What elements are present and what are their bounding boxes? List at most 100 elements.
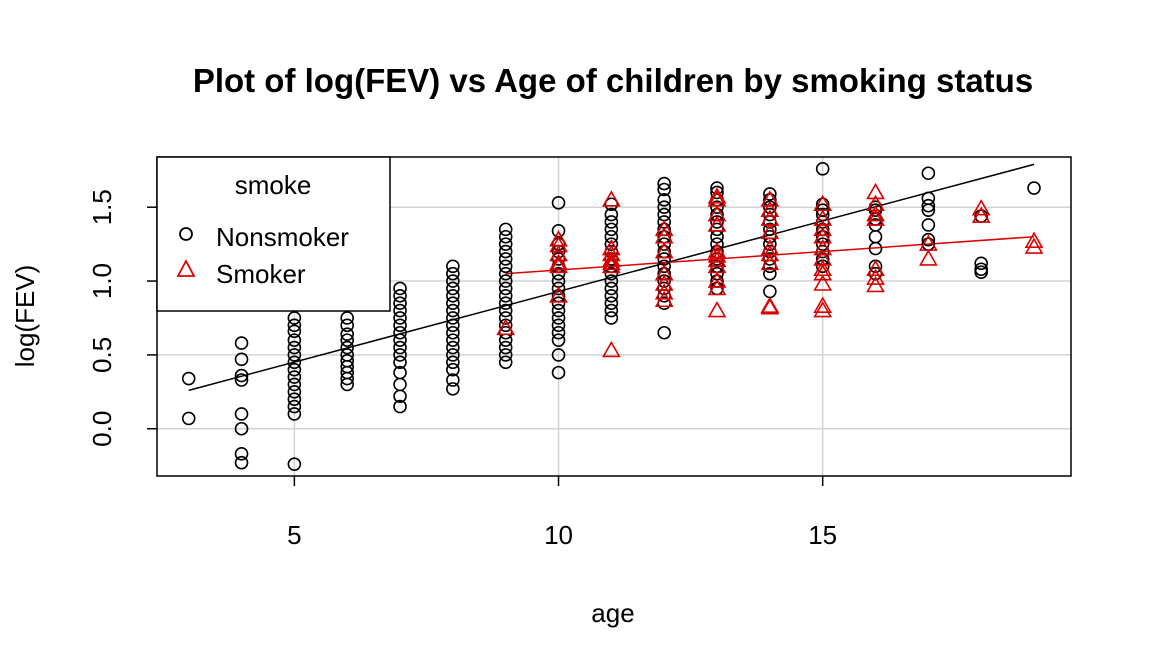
point-nonsmoker-114	[604, 266, 619, 281]
point-smoker-19	[654, 283, 674, 300]
point-smoker-20	[654, 290, 674, 308]
point-nonsmoker-145	[710, 222, 724, 237]
point-smoker-38	[760, 253, 780, 271]
point-nonsmoker-8	[234, 447, 249, 461]
point-smoker-12	[601, 256, 621, 274]
point-nonsmoker-69	[498, 229, 513, 244]
point-nonsmoker-49	[393, 389, 407, 404]
point-nonsmoker-42	[393, 325, 407, 340]
point-nonsmoker-135	[657, 281, 671, 296]
point-nonsmoker-66	[446, 373, 460, 387]
point-nonsmoker-106	[604, 207, 619, 222]
point-nonsmoker-64	[446, 355, 460, 370]
point-nonsmoker-101	[551, 325, 566, 340]
legend-label-nonsmoker: Nonsmoker	[216, 222, 349, 252]
point-smoker-35	[760, 222, 780, 240]
point-nonsmoker-68	[498, 222, 513, 237]
point-nonsmoker-86	[498, 355, 513, 370]
legend-box	[156, 156, 391, 312]
point-nonsmoker-19	[287, 377, 302, 392]
point-nonsmoker-189	[921, 203, 936, 217]
legend-triangle-marker	[176, 259, 196, 277]
point-smoker-37	[760, 244, 780, 262]
point-nonsmoker-18	[287, 370, 302, 384]
point-nonsmoker-93	[551, 266, 566, 281]
point-smoker-40	[760, 298, 780, 315]
point-nonsmoker-95	[551, 281, 566, 296]
point-nonsmoker-58	[446, 311, 460, 325]
point-nonsmoker-65	[446, 362, 460, 377]
point-nonsmoker-85	[498, 348, 513, 362]
point-nonsmoker-54	[446, 281, 460, 296]
point-smoker-32	[760, 190, 780, 207]
point-smoker-24	[707, 215, 727, 232]
legend-label-smoker: Smoker	[216, 259, 306, 289]
point-nonsmoker-0	[181, 371, 196, 386]
y-tick-label-2: 1.0	[87, 263, 117, 299]
point-nonsmoker-147	[710, 237, 724, 251]
point-smoker-64	[1024, 237, 1044, 254]
point-nonsmoker-97	[551, 296, 566, 311]
legend-title: smoke	[235, 170, 312, 200]
point-nonsmoker-20	[287, 385, 302, 399]
point-smoker-27	[707, 250, 727, 268]
point-smoker-26	[707, 246, 727, 263]
point-nonsmoker-2	[234, 336, 249, 350]
point-nonsmoker-53	[446, 274, 460, 288]
point-nonsmoker-51	[446, 259, 460, 274]
point-nonsmoker-43	[393, 333, 407, 347]
point-nonsmoker-3	[234, 352, 249, 367]
y-tick-label-3: 1.5	[87, 189, 117, 225]
point-nonsmoker-157	[763, 207, 777, 222]
point-nonsmoker-52	[446, 266, 460, 281]
x-axis-ticks: 5 10 15	[287, 476, 837, 550]
point-smoker-61	[971, 199, 991, 216]
point-nonsmoker-140	[710, 185, 724, 200]
point-nonsmoker-142	[710, 200, 724, 215]
point-smoker-18	[654, 274, 674, 291]
point-nonsmoker-102	[551, 333, 566, 347]
point-smoker-9	[601, 244, 621, 262]
point-nonsmoker-78	[498, 296, 513, 311]
point-nonsmoker-13	[287, 333, 302, 347]
point-nonsmoker-9	[234, 455, 249, 470]
y-tick-label-1: 0.5	[87, 337, 117, 373]
point-nonsmoker-190	[921, 218, 936, 232]
point-nonsmoker-44	[393, 340, 407, 355]
point-smoker-11	[601, 253, 621, 271]
point-nonsmoker-63	[446, 348, 460, 362]
point-nonsmoker-108	[604, 222, 619, 237]
point-nonsmoker-185	[868, 266, 883, 281]
point-nonsmoker-70	[498, 237, 513, 251]
point-smoker-43	[813, 219, 833, 237]
legend: smoke Nonsmoker Smoker	[156, 156, 391, 312]
point-nonsmoker-14	[287, 340, 302, 355]
point-smoker-10	[601, 250, 621, 268]
point-nonsmoker-17	[287, 362, 302, 377]
y-axis-ticks: 0.0 0.5 1.0 1.5	[87, 189, 157, 447]
point-nonsmoker-46	[393, 355, 407, 370]
point-nonsmoker-35	[340, 377, 354, 392]
point-nonsmoker-5	[234, 373, 249, 387]
point-nonsmoker-60	[446, 325, 460, 340]
point-nonsmoker-124	[657, 200, 671, 215]
point-nonsmoker-7	[234, 421, 249, 436]
point-nonsmoker-117	[604, 289, 619, 303]
point-nonsmoker-72	[498, 252, 513, 266]
point-nonsmoker-16	[287, 355, 302, 370]
point-nonsmoker-25	[340, 311, 354, 325]
point-nonsmoker-84	[498, 340, 513, 355]
point-nonsmoker-77	[498, 289, 513, 303]
point-smoker-30	[707, 278, 727, 296]
point-nonsmoker-59	[446, 318, 460, 333]
point-nonsmoker-71	[498, 244, 513, 259]
point-nonsmoker-1	[181, 411, 196, 426]
point-nonsmoker-45	[393, 348, 407, 362]
point-smoker-6	[549, 286, 568, 303]
point-nonsmoker-76	[498, 281, 513, 296]
x-tick-label-2: 15	[808, 520, 837, 550]
chart-title: Plot of log(FEV) vs Age of children by s…	[193, 62, 1033, 99]
point-nonsmoker-41	[393, 318, 407, 333]
point-smoker-42	[813, 209, 833, 226]
